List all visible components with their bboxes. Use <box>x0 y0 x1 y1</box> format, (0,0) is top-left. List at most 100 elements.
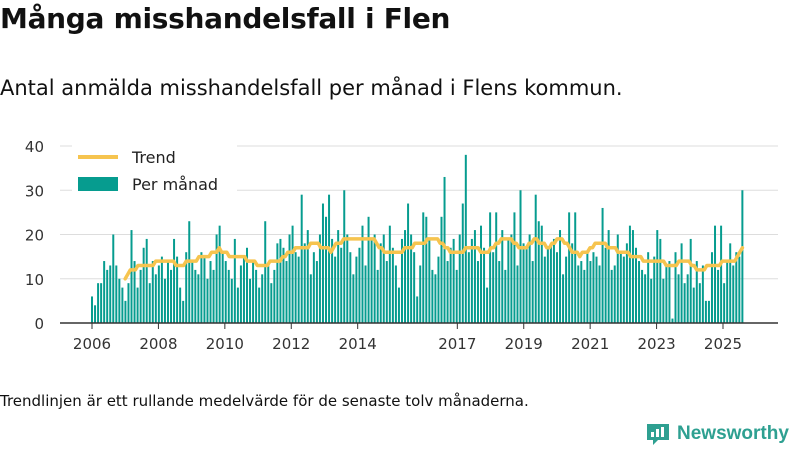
bar <box>607 230 610 323</box>
bar <box>346 234 349 323</box>
bar <box>173 238 176 323</box>
bar <box>492 252 495 323</box>
bar <box>452 238 455 323</box>
y-tick-label: 30 <box>25 182 44 200</box>
x-tick-label: 2008 <box>139 335 177 353</box>
bar <box>221 252 224 323</box>
bar <box>200 252 203 323</box>
bar <box>495 212 498 323</box>
bar <box>665 265 668 323</box>
bar <box>288 234 291 323</box>
trend-line-group <box>123 237 745 281</box>
bar <box>504 269 507 323</box>
bar <box>507 238 510 323</box>
x-tick-label: 2025 <box>704 335 742 353</box>
bar <box>343 190 346 323</box>
bar <box>364 265 367 323</box>
bar <box>179 287 182 323</box>
bar <box>379 243 382 323</box>
brand-logo: Newsworthy <box>645 420 789 448</box>
bar <box>686 274 689 323</box>
bar <box>370 238 373 323</box>
bar <box>291 225 294 323</box>
bar <box>142 247 145 323</box>
bar <box>659 238 662 323</box>
bar <box>236 287 239 323</box>
bar <box>242 256 245 323</box>
bar <box>473 230 476 323</box>
bar <box>282 247 285 323</box>
bar <box>555 252 558 323</box>
bar <box>276 243 279 323</box>
bar <box>549 243 552 323</box>
bar <box>741 190 744 323</box>
bar <box>726 261 729 323</box>
bar <box>653 256 656 323</box>
bar <box>583 269 586 323</box>
bar <box>306 230 309 323</box>
bar <box>385 261 388 323</box>
bar <box>361 225 364 323</box>
bar <box>373 234 376 323</box>
bar <box>285 261 288 323</box>
legend-bar-swatch <box>78 177 118 191</box>
bar <box>145 238 148 323</box>
bar <box>273 269 276 323</box>
bar <box>185 252 188 323</box>
bar <box>568 212 571 323</box>
bar <box>580 261 583 323</box>
bar <box>729 243 732 323</box>
bar <box>461 203 464 323</box>
bar <box>467 252 470 323</box>
chart-subtitle: Antal anmälda misshandelsfall per månad … <box>0 76 623 100</box>
bar <box>522 243 525 323</box>
y-tick-label: 10 <box>25 271 44 289</box>
bar <box>546 247 549 323</box>
bar <box>212 269 215 323</box>
bar <box>613 265 616 323</box>
bar <box>480 225 483 323</box>
bar <box>455 269 458 323</box>
bar <box>194 269 197 323</box>
bar <box>683 283 686 323</box>
bar <box>616 234 619 323</box>
bar <box>610 269 613 323</box>
x-tick-label: 2010 <box>206 335 244 353</box>
bar <box>166 261 169 323</box>
bar <box>641 269 644 323</box>
bar <box>677 274 680 323</box>
bar <box>233 238 236 323</box>
axes: 0 10 20 30 40 2006 2008 2010 2012 2014 2017 2019 202… <box>25 138 778 353</box>
bar <box>376 269 379 323</box>
bar <box>404 230 407 323</box>
newsworthy-icon <box>647 424 669 445</box>
y-tick-label: 20 <box>25 227 44 245</box>
y-tick-label: 40 <box>25 138 44 156</box>
bar <box>325 216 328 323</box>
x-tick-label: 2006 <box>73 335 111 353</box>
bar <box>704 300 707 323</box>
bar <box>407 203 410 323</box>
bar <box>197 274 200 323</box>
bar <box>510 234 513 323</box>
x-tick-label: 2023 <box>637 335 675 353</box>
bar <box>476 261 479 323</box>
bar <box>464 154 467 323</box>
bar <box>625 243 628 323</box>
bar <box>230 278 233 323</box>
bar <box>449 247 452 323</box>
x-tick-label: 2021 <box>571 335 609 353</box>
bar <box>635 247 637 323</box>
bar <box>537 221 540 323</box>
bar <box>698 283 701 323</box>
bar <box>349 252 352 323</box>
bar <box>723 283 726 323</box>
bar <box>628 225 631 323</box>
bar <box>689 238 692 323</box>
bar <box>528 234 531 323</box>
bar <box>315 261 318 323</box>
bar <box>446 261 449 323</box>
bar <box>309 274 312 323</box>
bar <box>340 247 343 323</box>
bar <box>188 221 191 323</box>
